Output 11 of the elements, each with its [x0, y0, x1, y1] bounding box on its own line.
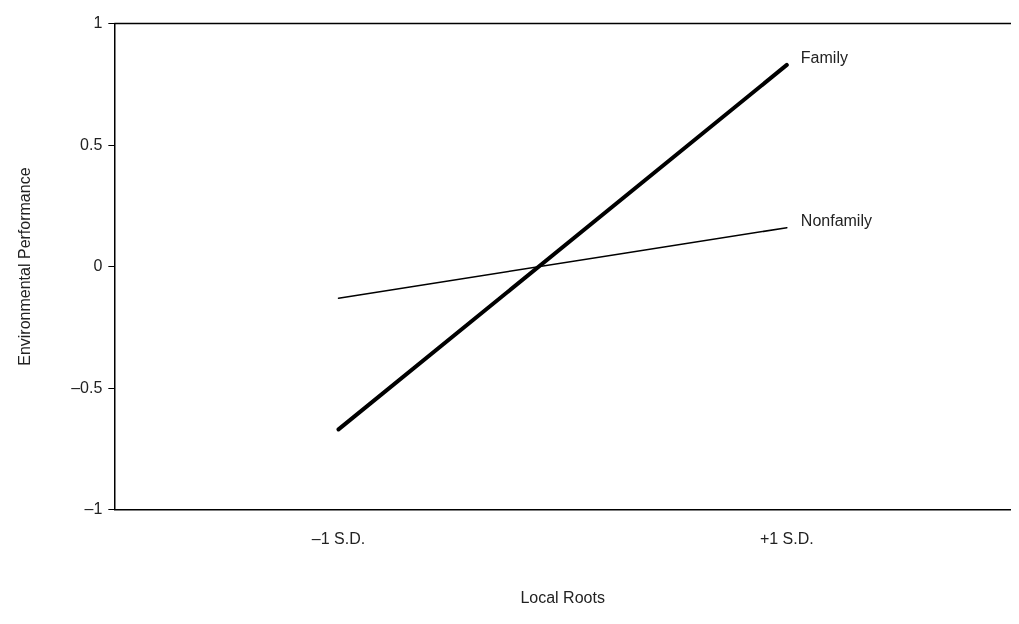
y-tick-label: –0.5 [71, 378, 103, 396]
series-label: Nonfamily [800, 212, 872, 230]
y-tick-label: 0 [93, 257, 103, 275]
y-tick-label: 0.5 [80, 135, 103, 153]
y-axis-title: Environmental Performance [16, 167, 34, 366]
x-tick-label: –1 S.D. [311, 529, 366, 547]
y-tick-label: 1 [93, 14, 103, 32]
x-tick-label: +1 S.D. [759, 529, 814, 547]
y-tick-label: –1 [84, 500, 103, 518]
x-axis-title: Local Roots [520, 588, 605, 606]
series-label: Family [800, 49, 848, 67]
